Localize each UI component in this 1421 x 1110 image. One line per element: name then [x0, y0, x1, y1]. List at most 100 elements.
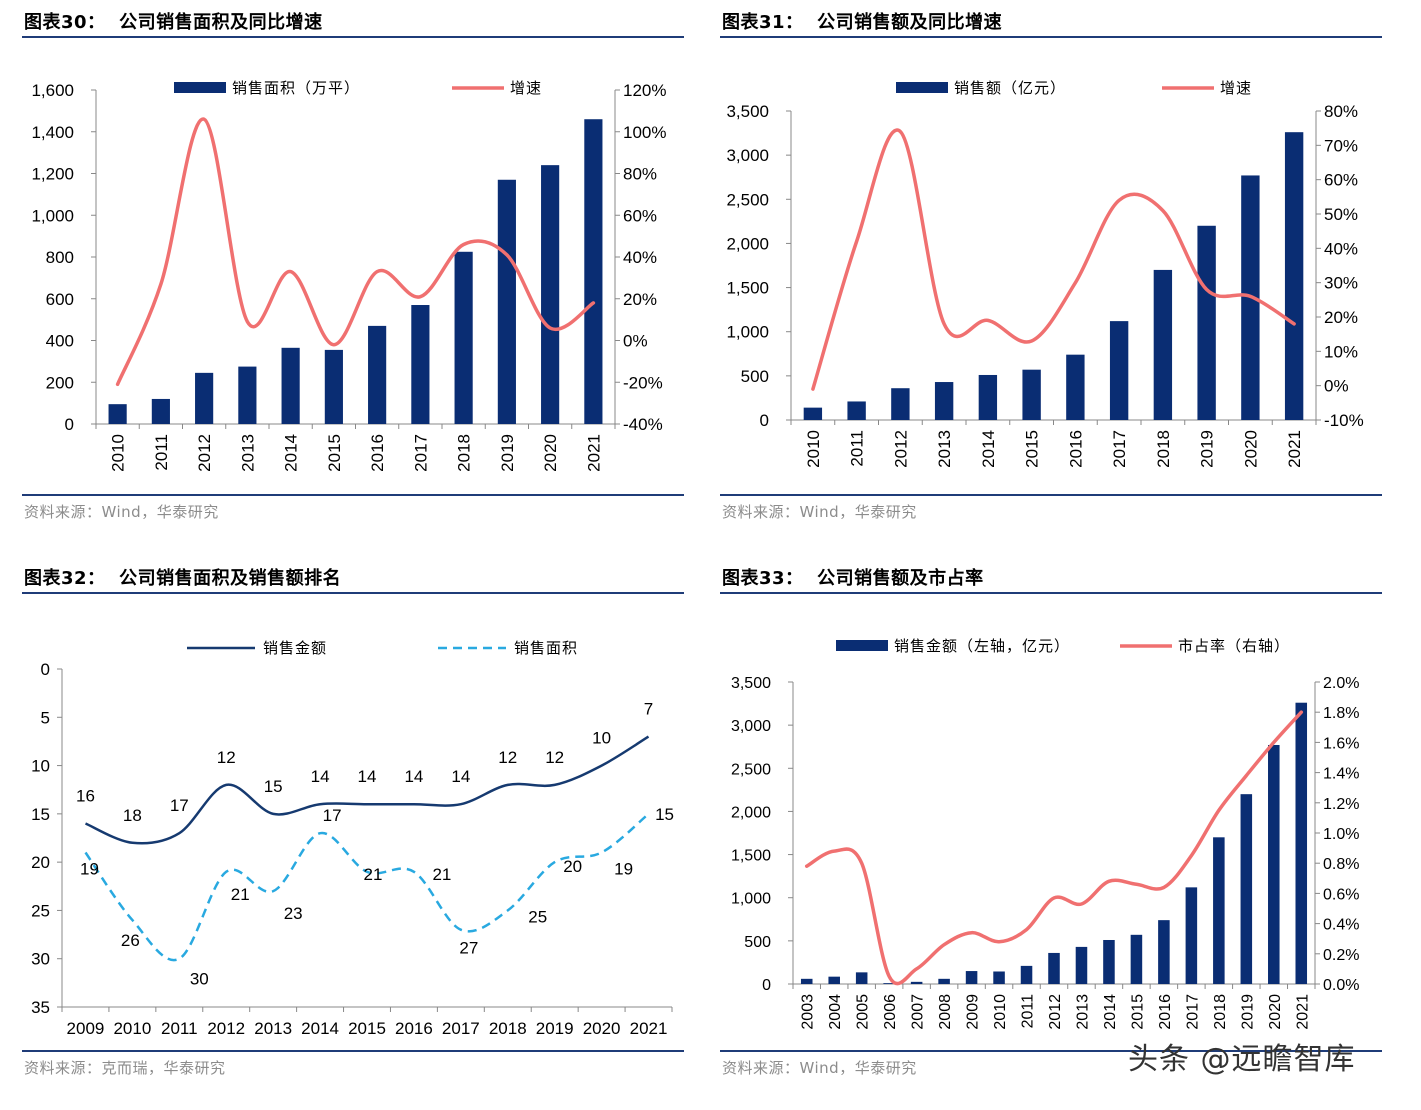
- y-tick-label: 10: [31, 757, 50, 776]
- bar: [1197, 225, 1216, 420]
- bar: [934, 382, 954, 420]
- x-tick-label: 2017: [1110, 430, 1129, 468]
- y-left-tick-label: 3,000: [726, 146, 769, 165]
- x-tick-label: 2009: [965, 994, 982, 1030]
- y-right-tick-label: 20%: [1324, 308, 1358, 327]
- y-tick-label: 25: [31, 901, 50, 920]
- x-tick-label: 2020: [1241, 430, 1260, 468]
- y-right-tick-label: 1.0%: [1323, 826, 1359, 843]
- bar: [1284, 132, 1304, 420]
- x-tick-label: 2011: [848, 430, 867, 467]
- y-right-tick-label: 40%: [623, 248, 657, 267]
- amount-rank-label: 12: [498, 748, 517, 767]
- panel-title: 图表33： 公司销售额及市占率: [722, 568, 984, 589]
- x-tick-label: 2009: [67, 1019, 105, 1038]
- y-tick-label: 0: [41, 660, 50, 679]
- legend-bar-label: 销售额（亿元）: [954, 80, 1066, 97]
- x-tick-label: 2018: [1154, 430, 1173, 468]
- x-tick-label: 2016: [395, 1019, 433, 1038]
- chart-market-share: 0 500 1,000 1,500 2,000 2,500 3,000 3,500 0.0% 0.…: [731, 638, 1360, 1030]
- y-right-tick-label: 2.0%: [1323, 675, 1359, 692]
- growth-line: [115, 117, 596, 387]
- y-left-tick-label: 2,500: [726, 190, 769, 209]
- legend-bar-swatch: [836, 640, 888, 651]
- x-tick-label: 2013: [1074, 994, 1091, 1030]
- amount-rank-label: 10: [592, 729, 611, 748]
- amount-rank-label: 16: [76, 787, 95, 806]
- panel-title: 图表31： 公司销售额及同比增速: [722, 12, 1003, 33]
- bar: [1066, 354, 1085, 420]
- bar: [965, 971, 978, 984]
- x-tick-label: 2004: [827, 994, 844, 1030]
- bar: [847, 401, 866, 420]
- y-left-tick-label: 1,000: [726, 323, 769, 342]
- x-tick-label: 2020: [541, 434, 560, 472]
- bar: [324, 349, 343, 424]
- y-right-tick-label: 60%: [1324, 171, 1358, 190]
- title-divider: [22, 36, 684, 38]
- y-tick-label: 5: [41, 708, 50, 727]
- bar: [541, 165, 560, 424]
- x-tick-label: 2013: [935, 430, 954, 468]
- y-right-tick-label: 0%: [1324, 377, 1349, 396]
- bar: [238, 366, 257, 424]
- y-right-tick-label: 1.2%: [1323, 796, 1359, 813]
- x-tick-label: 2019: [498, 434, 517, 472]
- y-right-tick-label: 1.4%: [1323, 766, 1359, 783]
- bar: [910, 981, 923, 984]
- y-left-tick-label: 1,600: [31, 81, 74, 100]
- legend-line-label: 市占率（右轴）: [1178, 638, 1290, 655]
- x-tick-label: 2010: [113, 1019, 151, 1038]
- y-right-tick-label: -40%: [623, 415, 663, 434]
- bar: [800, 978, 813, 984]
- legend-dashed-label: 销售面积: [514, 640, 578, 657]
- bar: [454, 251, 473, 424]
- legend-solid-label: 销售金额: [263, 640, 327, 657]
- chart-panel-31: 图表31： 公司销售额及同比增速 0 500 1,000 1,500 2,000 2,50…: [720, 6, 1384, 554]
- legend-bar-swatch: [896, 82, 948, 93]
- y-left-tick-label: 200: [46, 373, 74, 392]
- y-right-tick-label: -20%: [623, 373, 663, 392]
- source-note: 资料来源：Wind，华泰研究: [722, 503, 917, 521]
- legend-line-label: 增速: [510, 80, 542, 97]
- amount-rank-label: 17: [170, 796, 189, 815]
- y-right-tick-label: 0.0%: [1323, 977, 1359, 994]
- y-right-tick-label: 0.8%: [1323, 856, 1359, 873]
- source-divider: [720, 494, 1382, 496]
- chart-sales-area: 0 200 400 600 800 1,000 1,200 1,400 1,600 -40% -20…: [31, 80, 666, 472]
- title-divider: [22, 592, 684, 594]
- y-left-tick-label: 1,000: [31, 206, 74, 225]
- bar: [1075, 946, 1088, 984]
- area-rank-label: 21: [231, 885, 250, 904]
- bar: [1048, 952, 1060, 984]
- source-divider: [720, 1050, 1382, 1052]
- area-rank-label: 21: [432, 865, 451, 884]
- bar: [1020, 965, 1033, 984]
- y-tick-label: 20: [31, 853, 50, 872]
- amount-rank-label: 14: [358, 767, 377, 786]
- title-divider: [720, 592, 1382, 594]
- y-left-tick-label: 600: [46, 290, 74, 309]
- bar: [151, 398, 170, 424]
- chart-panel-30: 图表30： 公司销售面积及同比增速 0 200 400 600 800 1,000 1,20…: [22, 6, 686, 554]
- amount-rank-label: 15: [264, 777, 283, 796]
- y-tick-label: 35: [31, 998, 50, 1017]
- y-right-tick-label: 80%: [623, 165, 657, 184]
- chart-panel-32: 图表32： 公司销售面积及销售额排名 0 5 10 15 20 25 30 35 2009 201…: [22, 562, 686, 1110]
- bar: [855, 972, 868, 984]
- x-tick-label: 2008: [937, 994, 954, 1030]
- y-right-tick-label: 0.6%: [1323, 886, 1359, 903]
- y-right-tick-label: 0%: [623, 332, 648, 351]
- y-left-tick-label: 0: [760, 411, 769, 430]
- x-tick-label: 2012: [207, 1019, 245, 1038]
- legend-bar-label: 销售金额（左轴，亿元）: [894, 638, 1070, 655]
- bar: [1158, 920, 1170, 984]
- x-tick-label: 2010: [109, 434, 128, 472]
- legend-bar-label: 销售面积（万平）: [232, 80, 360, 97]
- area-rank-label: 19: [614, 859, 633, 878]
- x-tick-label: 2019: [1198, 430, 1217, 468]
- x-tick-label: 2019: [536, 1019, 574, 1038]
- y-right-tick-label: 10%: [1324, 342, 1358, 361]
- chart-sales-amount: 0 500 1,000 1,500 2,000 2,500 3,000 3,500 -10% 0%…: [726, 80, 1363, 468]
